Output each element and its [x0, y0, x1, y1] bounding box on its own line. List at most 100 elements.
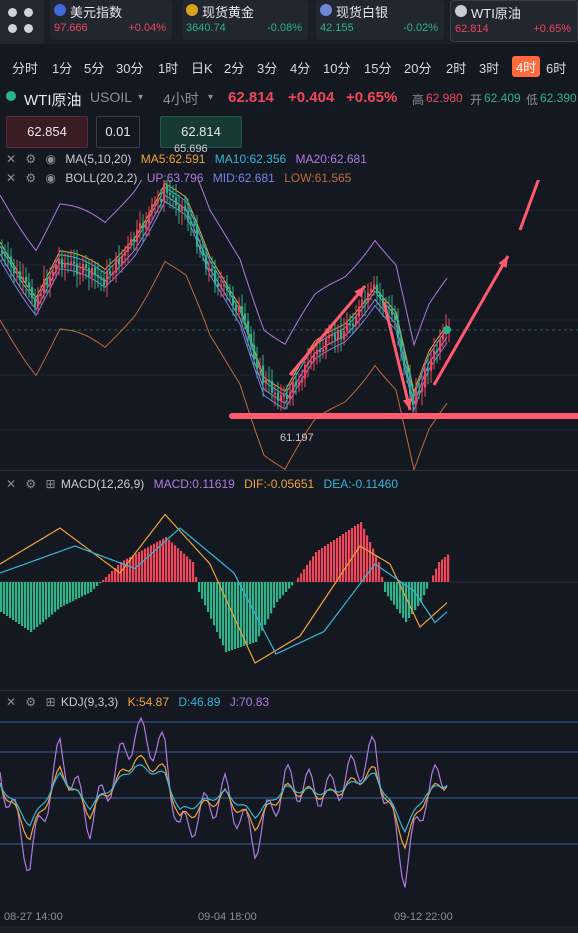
tab-1[interactable]: 1分: [52, 61, 73, 76]
candle-body: [361, 299, 364, 307]
up-arrow-head: [498, 256, 508, 268]
close-icon[interactable]: ✕: [6, 152, 17, 166]
macd-chart[interactable]: [0, 494, 578, 690]
candle-body: [148, 213, 151, 224]
macd-bar: [258, 582, 261, 637]
candle-body: [418, 390, 421, 393]
tab-3[interactable]: 30分: [116, 61, 144, 76]
ticker-gold[interactable]: 现货黄金 3640.74 -0.08%: [182, 0, 308, 40]
candle-body: [325, 338, 328, 350]
macd-bar: [228, 582, 231, 651]
symbol-code[interactable]: USOIL: [90, 89, 133, 105]
candle-body: [322, 349, 325, 352]
lot-size-input[interactable]: 0.01: [96, 116, 140, 148]
ticker-wti[interactable]: WTI原油 62.814 +0.65%: [450, 0, 578, 42]
main-candlestick-chart[interactable]: [0, 180, 578, 472]
eye-icon[interactable]: ◉: [45, 152, 56, 166]
macd-bar: [96, 582, 99, 586]
macd-bar: [303, 569, 306, 582]
tab-15[interactable]: 6时: [546, 61, 567, 76]
macd-bar: [132, 555, 135, 582]
macd-bar: [213, 582, 216, 626]
candle-body: [82, 264, 85, 273]
macd-bar: [297, 577, 300, 582]
candle-body: [34, 298, 37, 307]
macd-label: MACD(12,26,9): [60, 477, 145, 491]
tab-9[interactable]: 10分: [323, 61, 351, 76]
macd-bar: [417, 582, 420, 606]
candle-body: [175, 197, 178, 206]
tab-6[interactable]: 2分: [224, 61, 245, 76]
chevron-down-icon[interactable]: ▾: [208, 92, 214, 103]
symbol-name[interactable]: WTI原油: [24, 92, 82, 109]
macd-bar: [234, 582, 237, 649]
close-icon[interactable]: ✕: [6, 695, 17, 709]
tab-14[interactable]: 4时: [512, 56, 541, 77]
macd-bar: [327, 544, 330, 582]
macd-bar: [363, 528, 366, 582]
tab-0[interactable]: 分时: [12, 61, 39, 76]
candle-body: [13, 265, 16, 274]
chevron-down-icon[interactable]: ▾: [138, 92, 144, 103]
timeframe-bar: 分时 1分 5分 30分 1时 日K 2分 3分 4分 10分 15分 20分 2时 3时 4时 6时: [0, 52, 578, 82]
tab-12[interactable]: 2时: [446, 61, 467, 76]
boll-low-value: LOW:61.565: [284, 171, 352, 185]
candle-body: [85, 264, 88, 269]
plus-box-icon[interactable]: ⊞: [45, 695, 56, 709]
buy-price-button[interactable]: 62.814: [160, 116, 242, 148]
macd-bar: [174, 545, 177, 582]
period-low-label: 61.197: [280, 432, 314, 444]
tab-13[interactable]: 3时: [479, 61, 500, 76]
last-price: 62.814: [228, 89, 274, 106]
tab-5[interactable]: 日K: [191, 61, 213, 76]
eye-icon[interactable]: ◉: [45, 171, 56, 185]
macd-bar: [252, 582, 255, 643]
macd-bar: [243, 582, 246, 646]
macd-bar: [42, 582, 45, 622]
macd-bar: [129, 557, 132, 582]
macd-bar: [201, 582, 204, 599]
macd-bar: [57, 582, 60, 610]
candle-body: [268, 379, 271, 382]
plus-box-icon[interactable]: ⊞: [45, 477, 56, 491]
candle-body: [238, 306, 241, 312]
tab-11[interactable]: 20分: [404, 61, 432, 76]
tab-7[interactable]: 3分: [257, 61, 278, 76]
macd-bar: [216, 582, 219, 632]
period-select[interactable]: 4小时: [163, 91, 199, 107]
macd-bar: [93, 582, 96, 589]
ticker-dxy[interactable]: 美元指数 97.666 +0.04%: [50, 0, 172, 40]
macd-bar: [183, 553, 186, 582]
macd-bar: [384, 582, 387, 592]
candle-body: [394, 315, 397, 320]
macd-bar: [21, 582, 24, 626]
kdj-chart[interactable]: [0, 712, 578, 912]
macd-bar: [198, 582, 201, 592]
tab-10[interactable]: 15分: [364, 61, 392, 76]
sell-price-button[interactable]: 62.854: [6, 116, 88, 148]
candle-body: [328, 335, 331, 339]
high-label: 高: [412, 93, 425, 107]
candle-body: [7, 254, 10, 257]
macd-bar: [387, 582, 390, 597]
macd-bar: [375, 555, 378, 582]
menu-grid-icon[interactable]: [0, 0, 44, 44]
macd-bar: [309, 560, 312, 582]
dea-line: [0, 527, 448, 655]
tab-4[interactable]: 1时: [158, 61, 179, 76]
gear-icon[interactable]: ⚙: [25, 477, 37, 491]
bottom-scrollbar[interactable]: [0, 926, 578, 933]
candle-body: [352, 323, 355, 326]
candle-body: [340, 330, 343, 340]
tab-8[interactable]: 4分: [290, 61, 311, 76]
ticker-silver[interactable]: 现货白银 42.155 -0.02%: [316, 0, 444, 40]
close-icon[interactable]: ✕: [6, 477, 17, 491]
gear-icon[interactable]: ⚙: [25, 171, 37, 185]
macd-bar: [171, 542, 174, 582]
gear-icon[interactable]: ⚙: [25, 695, 37, 709]
macd-bar: [15, 582, 18, 622]
ticker-name: 现货白银: [336, 5, 389, 20]
tab-2[interactable]: 5分: [84, 61, 105, 76]
close-icon[interactable]: ✕: [6, 171, 17, 185]
gear-icon[interactable]: ⚙: [25, 152, 37, 166]
